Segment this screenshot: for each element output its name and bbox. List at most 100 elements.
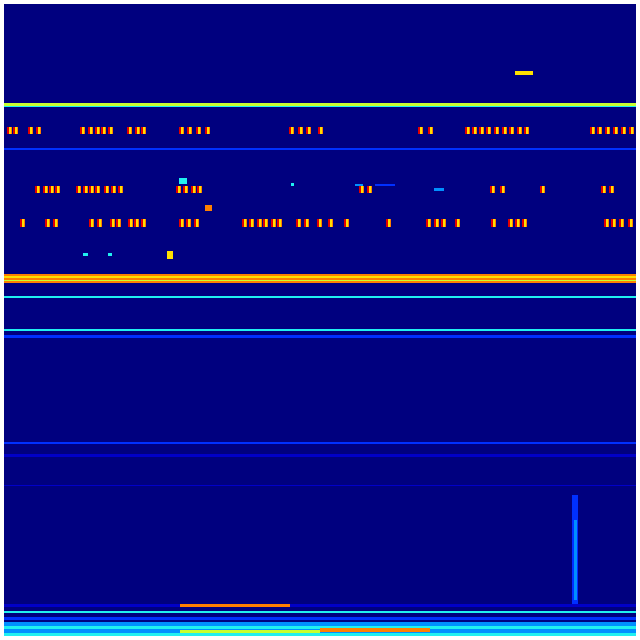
segment (613, 186, 614, 193)
segment (599, 127, 601, 134)
segment (519, 219, 520, 227)
segment (289, 127, 291, 134)
segment (494, 186, 495, 193)
segment (296, 219, 298, 227)
segment (139, 127, 140, 134)
segment (455, 219, 457, 227)
segment (306, 219, 308, 227)
segment (633, 127, 634, 134)
segment (205, 205, 212, 211)
segment (511, 127, 513, 134)
segment (189, 127, 191, 134)
segment (420, 127, 422, 134)
segment (45, 219, 47, 227)
segment (82, 127, 84, 134)
segment (542, 186, 544, 193)
segment (179, 219, 181, 227)
segment (114, 219, 115, 227)
segment (291, 127, 293, 134)
segment (103, 127, 105, 134)
segment (118, 186, 120, 193)
segment (418, 127, 420, 134)
segment (504, 127, 506, 134)
segment (428, 219, 430, 227)
segment (430, 127, 432, 134)
segment (386, 219, 388, 227)
bottom-band (180, 630, 320, 633)
segment (194, 219, 196, 227)
segment (91, 219, 93, 227)
segment (118, 219, 120, 227)
segment (90, 127, 92, 134)
segment (180, 186, 181, 193)
segment (300, 127, 302, 134)
segment (120, 186, 122, 193)
segment (486, 127, 488, 134)
segment (38, 127, 40, 134)
segment (199, 186, 201, 193)
segment (491, 219, 493, 227)
segment (17, 127, 18, 134)
segment (321, 219, 322, 227)
segment (608, 219, 609, 227)
segment (317, 219, 319, 227)
segment (191, 127, 192, 134)
segment (488, 127, 490, 134)
segment (346, 219, 348, 227)
segment (492, 186, 494, 193)
segment (483, 127, 484, 134)
segment (281, 219, 282, 227)
segment (611, 219, 613, 227)
segment (496, 127, 498, 134)
segment (108, 127, 110, 134)
segment (438, 219, 439, 227)
segment (246, 219, 247, 227)
segment (277, 219, 279, 227)
segment (49, 186, 51, 193)
segment (265, 219, 267, 227)
segment (604, 219, 606, 227)
segment (544, 186, 545, 193)
segment (97, 127, 99, 134)
segment (183, 186, 185, 193)
segment (592, 127, 594, 134)
segment (183, 219, 184, 227)
band-line (4, 442, 636, 444)
segment (308, 219, 309, 227)
segment (105, 127, 106, 134)
segment (197, 186, 199, 193)
segment (45, 186, 47, 193)
segment (181, 127, 183, 134)
segment (80, 127, 82, 134)
band-line (4, 329, 636, 331)
segment (629, 127, 631, 134)
segment (494, 127, 496, 134)
segment (422, 127, 423, 134)
segment (434, 219, 436, 227)
segment (308, 127, 310, 134)
segment (242, 219, 244, 227)
segment (134, 219, 136, 227)
segment (465, 127, 467, 134)
segment (145, 219, 146, 227)
segment (9, 127, 11, 134)
segment (628, 219, 630, 227)
segment (106, 186, 108, 193)
segment (141, 219, 143, 227)
segment (132, 219, 133, 227)
segment (609, 186, 611, 193)
band-line (4, 103, 636, 106)
segment (597, 127, 599, 134)
segment (138, 219, 139, 227)
segment (472, 127, 474, 134)
segment (181, 219, 183, 227)
band-line (4, 106, 636, 107)
segment (190, 219, 191, 227)
segment (363, 186, 364, 193)
segment (517, 127, 519, 134)
band-thick (4, 274, 636, 283)
segment (179, 127, 181, 134)
segment (185, 186, 187, 193)
segment (93, 219, 94, 227)
segment (348, 219, 349, 227)
